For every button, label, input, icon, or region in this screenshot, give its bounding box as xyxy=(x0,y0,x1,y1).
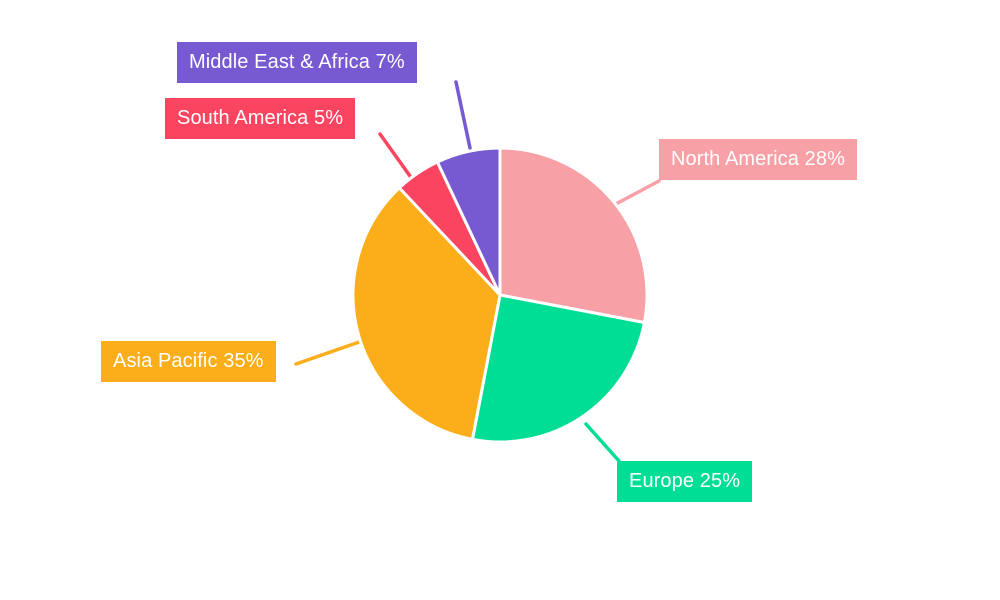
pie-label-north-america-text: North America 28% xyxy=(671,148,845,170)
leader-line-middle-east-africa xyxy=(454,80,472,150)
pie-label-asia-pacific: Asia Pacific 35% xyxy=(101,341,276,382)
pie-label-north-america: North America 28% xyxy=(659,139,857,180)
pie-label-europe: Europe 25% xyxy=(617,461,753,502)
pie-label-south-america-text: South America 5% xyxy=(177,107,344,129)
leader-line-asia-pacific xyxy=(294,338,367,366)
pie-slice-middle-east-africa[interactable] xyxy=(435,146,502,296)
pie-label-europe-text: Europe 25% xyxy=(629,470,741,492)
pie-label-middle-east-africa-text: Middle East & Africa 7% xyxy=(189,51,405,73)
leader-line-north-america xyxy=(612,179,661,207)
pie-slice-asia-pacific[interactable] xyxy=(351,185,502,442)
pie-label-middle-east-africa: Middle East & Africa 7% xyxy=(177,42,417,83)
pie-slice-europe[interactable] xyxy=(470,293,647,444)
pie-slice-north-america[interactable] xyxy=(498,146,649,325)
pie-label-asia-pacific-text: Asia Pacific 35% xyxy=(113,350,264,372)
pie-slice-group xyxy=(351,146,649,444)
pie-label-south-america: South America 5% xyxy=(165,98,356,139)
leader-line-europe xyxy=(584,422,621,463)
